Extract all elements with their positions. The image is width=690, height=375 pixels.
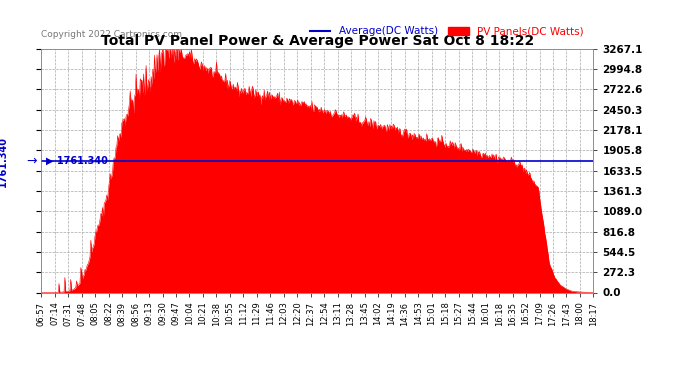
Text: 1761.340: 1761.340 <box>0 136 8 187</box>
Text: ▶ 1761.340: ▶ 1761.340 <box>46 156 108 166</box>
Title: Total PV Panel Power & Average Power Sat Oct 8 18:22: Total PV Panel Power & Average Power Sat… <box>101 34 534 48</box>
Text: Copyright 2022 Cartronics.com: Copyright 2022 Cartronics.com <box>41 30 182 39</box>
Text: →: → <box>27 154 37 168</box>
Legend: Average(DC Watts), PV Panels(DC Watts): Average(DC Watts), PV Panels(DC Watts) <box>306 22 588 40</box>
